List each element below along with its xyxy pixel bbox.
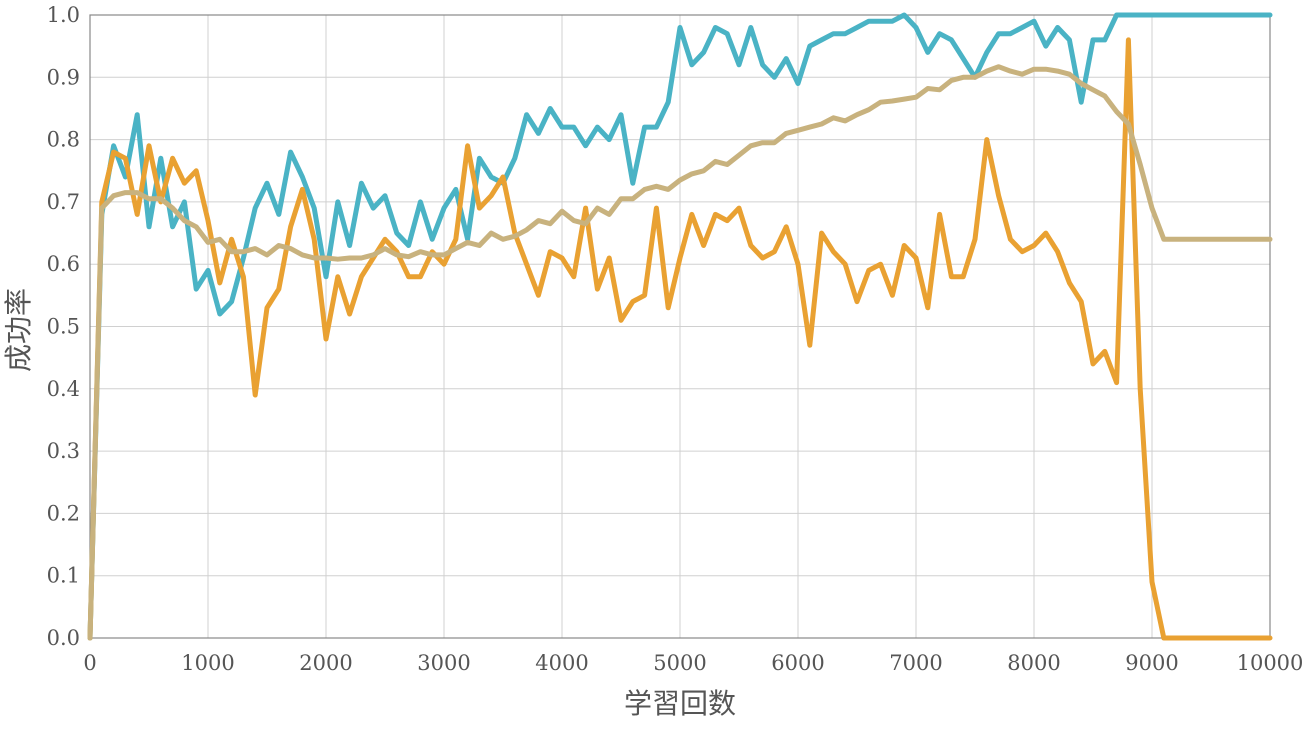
x-tick-label: 4000 bbox=[535, 651, 588, 675]
plot-frame bbox=[89, 14, 1271, 639]
y-tick-label: 0.8 bbox=[47, 128, 80, 152]
grid bbox=[89, 14, 1271, 639]
y-axis-title: 成功率 bbox=[2, 288, 35, 372]
y-tick-label: 1.0 bbox=[47, 3, 80, 27]
y-tick-label: 0.5 bbox=[47, 315, 80, 339]
x-tick-label: 0 bbox=[83, 651, 96, 675]
y-axis-ticks: 0.0 0.1 0.2 0.3 0.4 0.5 0.6 0.7 0.8 0.9 1.0 bbox=[47, 3, 80, 650]
series-line-tan bbox=[87, 64, 1273, 641]
y-tick-label: 0.3 bbox=[47, 439, 80, 463]
y-tick-label: 0.2 bbox=[47, 501, 80, 525]
y-tick-label: 0.9 bbox=[47, 65, 80, 89]
series-layer bbox=[87, 12, 1273, 641]
x-tick-label: 5000 bbox=[653, 651, 706, 675]
x-tick-label: 6000 bbox=[771, 651, 824, 675]
y-tick-label: 0.7 bbox=[47, 190, 80, 214]
x-tick-label: 3000 bbox=[417, 651, 470, 675]
x-axis-ticks: 0 1000 2000 3000 4000 5000 6000 7000 8000 9000 100… bbox=[83, 651, 1303, 675]
y-tick-label: 0.6 bbox=[47, 252, 80, 276]
y-tick-label: 0.4 bbox=[47, 377, 80, 401]
y-tick-label: 0.0 bbox=[47, 626, 80, 650]
x-tick-label: 2000 bbox=[299, 651, 352, 675]
series-line-blue bbox=[87, 12, 1273, 641]
x-tick-label: 10000 bbox=[1237, 651, 1303, 675]
x-tick-label: 9000 bbox=[1125, 651, 1178, 675]
x-tick-label: 8000 bbox=[1007, 651, 1060, 675]
x-axis-title: 学習回数 bbox=[624, 687, 736, 720]
x-tick-label: 7000 bbox=[889, 651, 942, 675]
y-tick-label: 0.1 bbox=[47, 564, 80, 588]
x-tick-label: 1000 bbox=[181, 651, 234, 675]
